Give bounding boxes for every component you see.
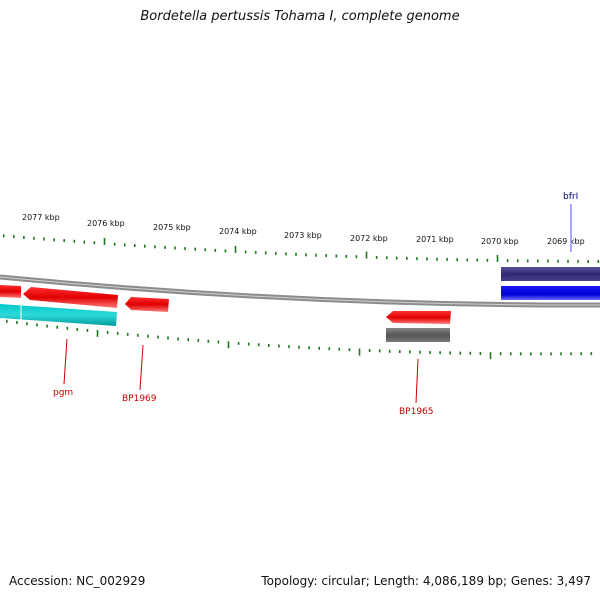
scale-label-2077: 2077 kbp: [22, 213, 60, 222]
gene-arrow-pgm[interactable]: [23, 287, 118, 308]
gene-arrow-bp1965[interactable]: [386, 311, 451, 324]
scale-label-2073: 2073 kbp: [284, 231, 322, 240]
cds-cyan-block[interactable]: [0, 304, 117, 326]
scale-label-2070: 2070 kbp: [481, 237, 519, 246]
scale-label-2071: 2071 kbp: [416, 235, 454, 244]
scale-label-2074: 2074 kbp: [219, 227, 257, 236]
gene-label-bfri[interactable]: bfrI: [563, 192, 578, 202]
genome-title: Bordetella pertussis Tohama I, complete …: [140, 9, 460, 24]
scale-label-2076: 2076 kbp: [87, 219, 125, 228]
gene-arrow-bp1969[interactable]: [125, 297, 169, 312]
cds-navy-block[interactable]: [501, 267, 600, 281]
callout-line-bp1965: [415, 358, 419, 404]
genome-backbone-highlight: [0, 276, 600, 306]
scale-label-2075: 2075 kbp: [153, 223, 191, 232]
gene-label-pgm[interactable]: pgm: [53, 388, 73, 398]
gene-label-bp1965[interactable]: BP1965: [399, 407, 434, 417]
cds-blue-block[interactable]: [501, 286, 600, 300]
scale-label-2069: 2069 kbp: [547, 237, 585, 246]
scale-ticks-top: [2, 234, 600, 263]
cds-grey-block[interactable]: [386, 328, 450, 342]
scale-ticks-bottom: [6, 319, 593, 360]
topology-text: Topology: circular; Length: 4,086,189 bp…: [261, 574, 591, 588]
callout-line-bp1969: [139, 344, 144, 391]
gene-label-bp1969[interactable]: BP1969: [122, 394, 157, 404]
accession-text: Accession: NC_002929: [9, 574, 146, 588]
gene-arrow-left-edge[interactable]: [0, 285, 21, 298]
scale-label-2072: 2072 kbp: [350, 234, 388, 243]
callout-line-pgm: [63, 338, 68, 385]
